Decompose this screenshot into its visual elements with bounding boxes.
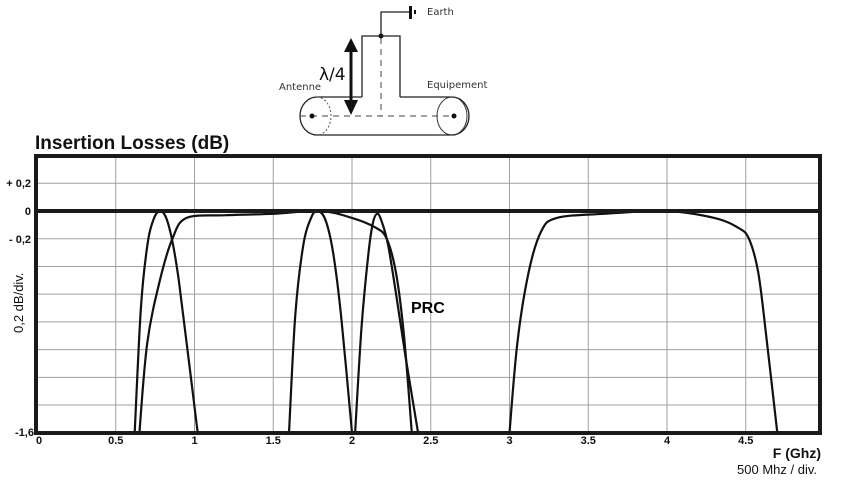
xtick-label: 0 (36, 435, 42, 447)
arrow-up-icon (344, 38, 358, 52)
xtick-label: 1.5 (266, 435, 281, 447)
chart-title: Insertion Losses (dB) (35, 133, 229, 154)
coax-stub-diagram: Earth λ/4 Antenne Equipement (279, 6, 488, 136)
earth-ground-icon (409, 6, 412, 19)
grid (37, 156, 820, 434)
xtick-label: 1 (191, 435, 197, 447)
arrow-down-icon (344, 100, 358, 115)
curve-band-2.15GHz (354, 212, 420, 433)
xtick-label: 4.5 (738, 435, 753, 447)
x-axis-sublabel: 500 Mhz / div. (737, 462, 817, 477)
antenne-label: Antenne (279, 82, 321, 93)
x-axis-label: F (Ghz) (773, 445, 821, 461)
xtick-label: 3 (506, 435, 512, 447)
xtick-label: 2.5 (423, 435, 438, 447)
coax-end-left-hidden (316, 96, 332, 136)
xtick-label: 4 (664, 435, 671, 447)
lambda-label: λ/4 (319, 65, 346, 85)
earth-wire (380, 11, 409, 35)
earth-label: Earth (427, 7, 454, 18)
equipement-conductor-dot (451, 113, 457, 119)
ytick-0: 0 (25, 206, 31, 218)
ytick-minus-1-6: -1,6 (15, 427, 34, 439)
xtick-label: 2 (349, 435, 355, 447)
stub-outline (361, 35, 401, 97)
prc-annotation: PRC (411, 300, 445, 317)
plot-frame (34, 154, 822, 435)
ytick-plus-0-2: + 0,2 (6, 178, 31, 190)
xtick-label: 3.5 (581, 435, 596, 447)
y-axis-label: 0,2 dB/div. (11, 273, 26, 333)
equipement-label: Equipement (427, 80, 488, 91)
ytick-minus-0-2: - 0,2 (9, 234, 31, 246)
antenne-conductor-dot (309, 113, 315, 119)
earth-ground-tick (414, 10, 416, 14)
xtick-label: 0.5 (108, 435, 123, 447)
x-tick-labels: 0 0.5 1 1.5 2 2.5 3 3.5 4 4.5 (36, 435, 753, 447)
